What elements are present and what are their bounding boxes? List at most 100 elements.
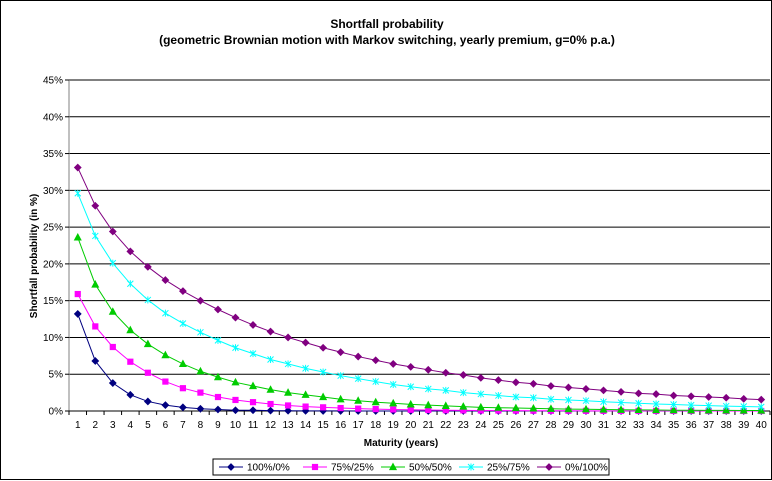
- data-point: [91, 201, 100, 210]
- data-point: [319, 343, 328, 352]
- data-point: [196, 296, 205, 305]
- x-tick-label: 14: [300, 420, 312, 431]
- data-point: [232, 344, 239, 352]
- y-tick-label: 15%: [43, 296, 63, 307]
- legend-label: 100%/0%: [247, 463, 290, 474]
- data-point: [337, 404, 344, 412]
- data-point: [161, 276, 170, 284]
- x-tick-label: 39: [738, 420, 750, 431]
- y-tick-label: 45%: [43, 76, 63, 87]
- data-point: [266, 406, 275, 415]
- legend-entry: 75%/25%: [303, 463, 374, 474]
- data-point: [669, 405, 678, 414]
- x-tick-label: 2: [93, 420, 99, 431]
- x-tick-label: 25: [493, 420, 505, 431]
- data-point: [73, 232, 82, 241]
- data-point: [302, 403, 309, 410]
- y-tick-label: 30%: [43, 186, 63, 197]
- y-tick-label: 0%: [49, 407, 64, 418]
- data-point: [582, 385, 590, 393]
- data-point: [424, 400, 433, 409]
- data-point: [565, 396, 572, 404]
- data-point: [249, 350, 257, 358]
- data-point: [441, 368, 450, 377]
- legend-entry: 50%/50%: [381, 463, 452, 474]
- data-point: [126, 247, 135, 256]
- y-tick-label: 35%: [43, 149, 63, 160]
- x-tick-label: 27: [528, 420, 540, 431]
- data-point: [757, 403, 765, 411]
- data-point: [126, 390, 135, 399]
- series-line: [77, 167, 762, 401]
- data-point: [214, 393, 222, 401]
- data-point: [529, 403, 538, 412]
- legend-entry: 25%/75%: [459, 463, 530, 474]
- data-point: [319, 368, 327, 376]
- x-tick-label: 37: [703, 420, 715, 431]
- data-point: [214, 336, 222, 344]
- data-point: [687, 401, 695, 409]
- x-tick-label: 34: [651, 420, 663, 431]
- data-point: [162, 378, 169, 385]
- data-point: [284, 333, 292, 342]
- data-point: [248, 381, 258, 390]
- data-point: [108, 227, 117, 236]
- data-point: [74, 189, 82, 197]
- series-5: [73, 163, 766, 404]
- data-point: [320, 404, 327, 411]
- data-point: [476, 402, 485, 411]
- data-point: [442, 386, 450, 394]
- data-point: [406, 399, 415, 408]
- data-point: [301, 390, 310, 398]
- data-point: [267, 400, 274, 408]
- data-point: [424, 365, 433, 374]
- series-3: [73, 232, 766, 414]
- data-point: [336, 348, 345, 357]
- x-tick-label: 7: [180, 420, 186, 431]
- data-point: [722, 402, 730, 410]
- data-point: [687, 392, 696, 401]
- data-point: [652, 400, 660, 408]
- x-tick-label: 19: [388, 420, 400, 431]
- data-point: [109, 343, 116, 351]
- data-point: [581, 404, 591, 413]
- data-point: [547, 395, 555, 403]
- data-point: [179, 385, 187, 392]
- data-point: [459, 402, 468, 410]
- data-point: [266, 385, 275, 393]
- x-tick-label: 33: [633, 420, 645, 431]
- data-point: [459, 389, 467, 397]
- data-point: [722, 405, 731, 414]
- x-tick-label: 28: [545, 420, 557, 431]
- data-point: [511, 403, 520, 412]
- x-tick-label: 1: [75, 420, 81, 431]
- data-point: [301, 338, 310, 347]
- x-tick-label: 13: [283, 420, 295, 431]
- x-tick-label: 3: [110, 420, 116, 431]
- data-point: [390, 406, 397, 413]
- x-tick-label: 4: [128, 420, 134, 431]
- data-point: [179, 403, 187, 412]
- data-point: [196, 366, 205, 375]
- data-point: [582, 397, 590, 405]
- data-point: [495, 392, 502, 400]
- data-point: [389, 381, 397, 389]
- data-point: [670, 401, 677, 409]
- data-point: [372, 405, 379, 413]
- series-4: [74, 189, 765, 411]
- data-point: [249, 321, 257, 329]
- x-tick-label: 23: [458, 420, 470, 431]
- legend-entry: 100%/0%: [219, 463, 290, 474]
- data-point: [599, 386, 608, 395]
- data-point: [354, 396, 363, 404]
- data-point: [635, 399, 642, 407]
- x-tick-label: 26: [510, 420, 522, 431]
- data-point: [284, 402, 292, 409]
- data-point: [617, 399, 625, 407]
- data-point: [406, 362, 415, 371]
- x-tick-label: 38: [721, 420, 733, 431]
- x-tick-label: 21: [423, 420, 435, 431]
- y-tick-label: 10%: [43, 333, 63, 344]
- data-point: [249, 399, 257, 406]
